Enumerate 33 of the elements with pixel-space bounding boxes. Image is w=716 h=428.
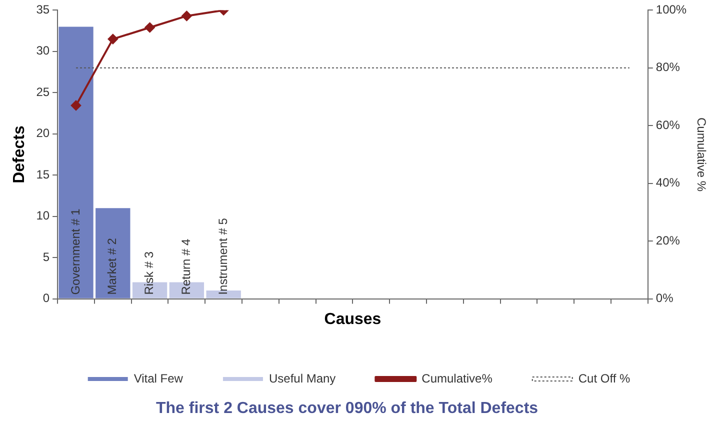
x-tick-label: Government # 1 [68, 208, 82, 295]
x-axis-title: Causes [324, 310, 382, 328]
bar [96, 208, 130, 298]
x-tick-label: Return # 4 [179, 238, 193, 295]
y-tick-label: 10 [36, 208, 50, 223]
y-tick-label: 5 [42, 250, 50, 264]
y2-tick-label: 40% [656, 176, 680, 190]
y2-tick-label: 100% [656, 2, 687, 17]
y-tick-label: 30 [36, 44, 50, 58]
y-tick-label: 35 [36, 2, 50, 17]
y2-tick-label: 20% [656, 233, 680, 248]
legend-label: Cumulative% [422, 371, 493, 386]
text: The first 2 Causes cover 090% of the Total Defects [155, 400, 540, 418]
legend-label: Vital Few [134, 371, 184, 386]
point [182, 10, 192, 21]
point [108, 34, 118, 44]
y2-axis-title: Cumulative % [694, 117, 708, 192]
y-tick-label: 20 [36, 126, 50, 140]
y2-tick-label: 60% [656, 118, 680, 132]
legend-label: Useful Many [268, 371, 336, 386]
y-tick-label: 25 [36, 84, 50, 99]
point [70, 100, 81, 110]
y-tick-label: 15 [36, 167, 50, 182]
x-tick-label: Market # 2 [105, 238, 120, 295]
x-tick-label: Instrument # 5 [216, 218, 230, 295]
point [144, 22, 155, 33]
y2-tick-label: 80% [656, 60, 680, 74]
y-tick-label: 0 [42, 291, 50, 306]
bar [58, 26, 94, 298]
legend-label: Cut Off % [578, 371, 630, 386]
y-axis-title: Defects [11, 126, 28, 184]
y2-tick-label: 0% [656, 291, 674, 306]
x-tick-label: Risk # 3 [142, 251, 156, 295]
